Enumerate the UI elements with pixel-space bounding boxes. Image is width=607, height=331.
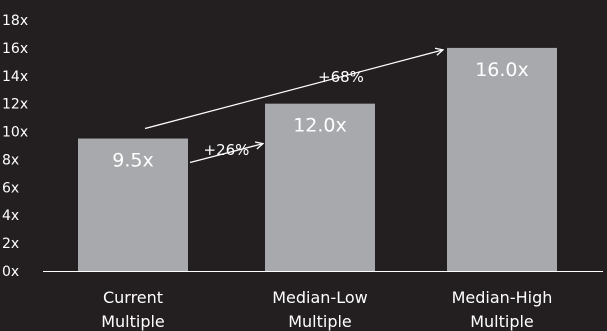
bars: [78, 47, 557, 272]
category-label: Median-Low: [272, 288, 367, 307]
y-axis-ticks: 0x 2x 4x 6x 8x 10x 12x 14x 16x 18x: [2, 13, 28, 280]
data-label: 9.5x: [112, 150, 153, 172]
arrow-line: [144, 50, 443, 130]
y-tick-label: 12x: [2, 97, 28, 113]
category-label: Current: [103, 288, 163, 307]
y-tick-label: 10x: [2, 125, 28, 141]
arrow-line: [189, 144, 263, 164]
change-label: +26%: [204, 141, 250, 159]
category-label: Multiple: [101, 312, 165, 331]
category-label: Multiple: [470, 312, 534, 331]
change-arrows: +26% +68%: [144, 50, 443, 164]
category-labels: Current Multiple Median-Low Multiple Median-…: [101, 288, 552, 331]
y-tick-label: 8x: [2, 152, 19, 168]
y-tick-label: 14x: [2, 69, 28, 85]
bar: [265, 103, 375, 272]
y-tick-label: 16x: [2, 41, 28, 57]
y-tick-label: 2x: [2, 236, 19, 252]
data-labels: 9.5x 12.0x 16.0x: [112, 59, 529, 172]
category-label: Median-High: [452, 288, 553, 307]
data-label: 16.0x: [475, 59, 529, 81]
data-label: 12.0x: [293, 115, 347, 137]
bar: [447, 47, 557, 272]
bar: [78, 138, 188, 271]
y-tick-label: 0x: [2, 264, 19, 280]
y-tick-label: 6x: [2, 180, 19, 196]
y-tick-label: 18x: [2, 13, 28, 29]
category-label: Multiple: [288, 312, 352, 331]
change-label: +68%: [318, 68, 364, 86]
y-tick-label: 4x: [2, 208, 19, 224]
